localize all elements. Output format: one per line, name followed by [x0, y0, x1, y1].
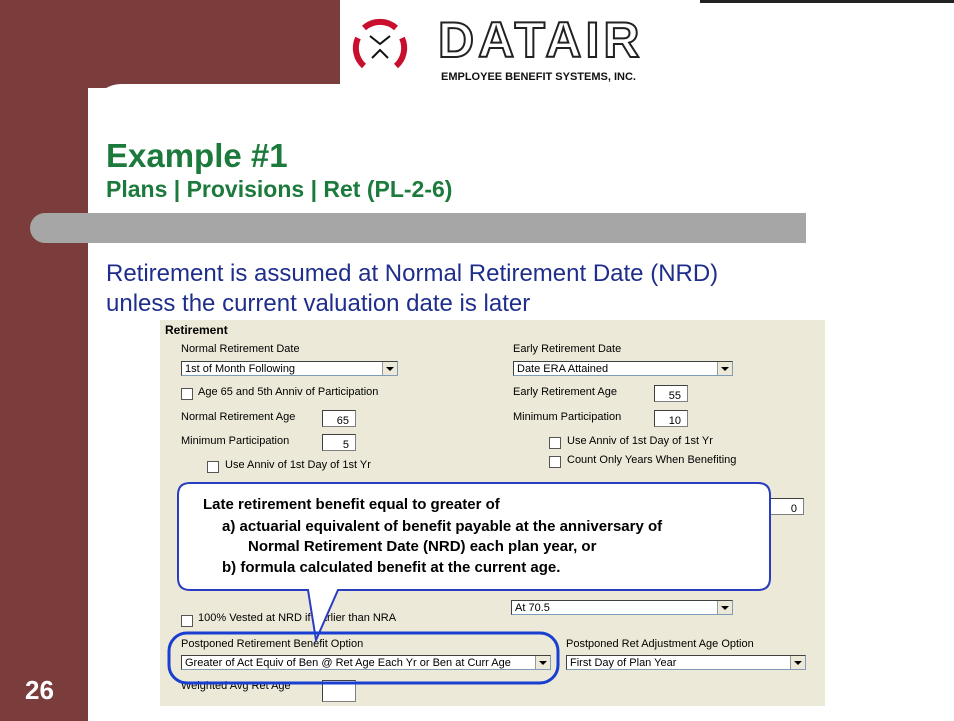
subtitle: Plans | Provisions | Ret (PL-2-6) — [106, 176, 453, 202]
label: Age 65 and 5th Anniv of Participation — [198, 386, 379, 398]
input[interactable]: 55 — [654, 385, 688, 402]
label: Normal Retirement Date — [181, 343, 300, 355]
label: Postponed Ret Adjustment Age Option — [566, 638, 754, 650]
dropdown[interactable]: Greater of Act Equiv of Ben @ Ret Age Ea… — [181, 655, 551, 670]
corner — [88, 84, 348, 184]
input[interactable]: 10 — [654, 410, 688, 427]
checkbox[interactable] — [549, 437, 561, 449]
label: Early Retirement Age — [513, 386, 617, 398]
label: 100% Vested at NRD if Earlier than NRA — [198, 612, 397, 624]
top-line — [700, 0, 954, 3]
checkbox[interactable] — [549, 456, 561, 468]
callout-line: b) formula calculated benefit at the cur… — [222, 559, 561, 576]
side-band — [0, 0, 88, 721]
body-line: Retirement is assumed at Normal Retireme… — [106, 260, 719, 287]
dropdown[interactable]: 1st of Month Following — [181, 361, 398, 376]
body-line: unless the current valuation date is lat… — [106, 290, 531, 317]
logo-mark — [352, 18, 408, 69]
checkbox[interactable] — [207, 461, 219, 473]
title: Example #1 — [106, 137, 288, 174]
label: Use Anniv of 1st Day of 1st Yr — [225, 459, 371, 471]
input[interactable]: 65 — [322, 410, 356, 427]
dropdown[interactable]: First Day of Plan Year — [566, 655, 806, 670]
divider-bar — [30, 213, 806, 243]
slide-number: 26 — [25, 675, 54, 705]
label: Count Only Years When Benefiting — [567, 454, 737, 466]
callout-line: a) actuarial equivalent of benefit payab… — [222, 518, 663, 535]
callout-line: Normal Retirement Date (NRD) each plan y… — [248, 538, 597, 555]
label: Use Anniv of 1st Day of 1st Yr — [567, 435, 713, 447]
label: Normal Retirement Age — [181, 411, 296, 423]
checkbox[interactable] — [181, 388, 193, 400]
top-band — [0, 0, 340, 88]
section: Retirement — [165, 323, 228, 337]
label: Minimum Participation — [181, 435, 290, 447]
callout-heading: Late retirement benefit equal to greater… — [203, 496, 500, 513]
input[interactable] — [322, 680, 356, 702]
checkbox[interactable] — [181, 615, 193, 627]
label: Minimum Participation — [513, 411, 622, 423]
input[interactable]: 5 — [322, 434, 356, 451]
logo-name: DATAIR — [437, 12, 644, 68]
logo-tagline: EMPLOYEE BENEFIT SYSTEMS, INC. — [441, 71, 636, 83]
label: Postponed Retirement Benefit Option — [181, 638, 364, 650]
label: Early Retirement Date — [513, 343, 622, 355]
